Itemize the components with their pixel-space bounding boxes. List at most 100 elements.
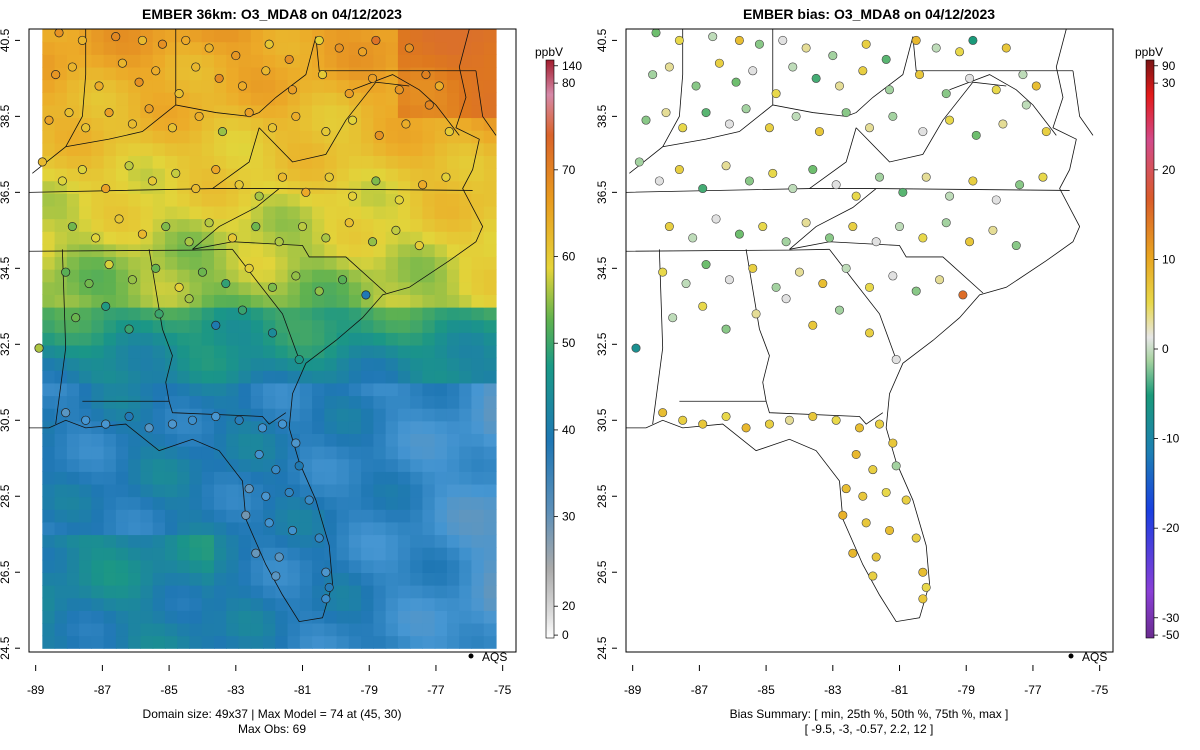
- heatmap-cell: [66, 243, 80, 258]
- colorbar-tick-label: 40: [562, 423, 576, 437]
- heatmap-cell: [213, 294, 227, 308]
- heatmap-cell: [361, 92, 374, 106]
- obs-site: [344, 89, 354, 99]
- observation-sites: [34, 29, 454, 604]
- heatmap-cell: [189, 344, 203, 359]
- heatmap-cell: [446, 256, 460, 270]
- heatmap-cell: [128, 547, 142, 561]
- bias-site: [658, 267, 668, 277]
- heatmap-cell: [434, 509, 448, 523]
- obs-site: [187, 415, 197, 425]
- heatmap-cell: [164, 92, 178, 106]
- heatmap-cell: [287, 205, 301, 220]
- heatmap-cell: [250, 496, 264, 510]
- bias-site: [701, 260, 711, 270]
- heatmap-cell: [446, 218, 460, 232]
- obs-site: [161, 221, 171, 232]
- heatmap-cell: [275, 382, 289, 397]
- colorbar-tick-label: 0: [562, 628, 569, 642]
- obs-site: [274, 552, 284, 562]
- heatmap-cell: [42, 496, 56, 510]
- heatmap-cell: [446, 610, 460, 624]
- colorbar-tick-label: -10: [1162, 432, 1180, 446]
- heatmap-cell: [397, 572, 411, 586]
- heatmap-cell: [152, 382, 166, 397]
- heatmap-cell: [336, 231, 350, 245]
- heatmap-cell: [250, 281, 264, 295]
- heatmap-cell: [213, 534, 227, 548]
- boundary-line: [55, 249, 67, 425]
- heatmap-cell: [103, 205, 117, 220]
- obs-site: [267, 328, 278, 338]
- bias-site: [724, 119, 734, 129]
- heatmap-cell: [263, 193, 276, 207]
- heatmap-cell: [66, 622, 80, 637]
- heatmap-cell: [434, 635, 448, 649]
- obs-site: [174, 282, 184, 292]
- heatmap-cell: [164, 382, 178, 397]
- heatmap-cell: [54, 446, 68, 460]
- obs-site: [154, 309, 164, 319]
- heatmap-cell: [459, 193, 473, 207]
- heatmap-cell: [54, 243, 68, 258]
- heatmap-cell: [324, 294, 338, 308]
- heatmap-cell: [152, 205, 166, 220]
- heatmap-cell: [373, 635, 387, 649]
- heatmap-cell: [336, 408, 350, 422]
- heatmap-cell: [128, 54, 142, 68]
- heatmap-cell: [91, 66, 105, 81]
- bias-site: [724, 275, 734, 285]
- heatmap-cell: [201, 231, 215, 245]
- heatmap-cell: [287, 281, 301, 295]
- heatmap-cell: [312, 243, 325, 258]
- heatmap-cell: [201, 370, 215, 384]
- heatmap-cell: [459, 256, 473, 270]
- heatmap-cell: [397, 357, 411, 371]
- heatmap-cell: [201, 382, 215, 397]
- heatmap-cell: [312, 471, 325, 485]
- heatmap-cell: [275, 496, 289, 510]
- heatmap-cell: [312, 155, 325, 169]
- obs-site: [277, 419, 288, 429]
- heatmap-cell: [103, 559, 117, 573]
- heatmap-cell: [79, 521, 92, 536]
- heatmap-cell: [385, 509, 399, 523]
- heatmap-cell: [361, 344, 374, 359]
- boundary-line: [212, 127, 260, 189]
- heatmap-cell: [410, 572, 424, 586]
- obs-site: [67, 62, 77, 72]
- heatmap-cell: [361, 370, 374, 384]
- heatmap-cell: [201, 622, 215, 637]
- heatmap-cell: [361, 559, 374, 573]
- heatmap-cell: [336, 79, 350, 93]
- heatmap-cell: [140, 54, 154, 68]
- heatmap-cell: [152, 496, 166, 510]
- heatmap-cell: [226, 521, 240, 536]
- heatmap-cell: [91, 483, 105, 498]
- obs-site: [254, 191, 264, 201]
- heatmap-cell: [213, 483, 227, 498]
- heatmap-cell: [312, 79, 325, 93]
- heatmap-cell: [66, 29, 80, 43]
- heatmap-cell: [434, 142, 448, 156]
- heatmap-cell: [128, 231, 142, 245]
- heatmap-cell: [410, 370, 424, 384]
- heatmap-cell: [250, 307, 264, 321]
- heatmap-cell: [79, 231, 92, 245]
- heatmap-cell: [263, 585, 276, 599]
- heatmap-cell: [103, 458, 117, 472]
- obs-site: [324, 172, 334, 182]
- heatmap-cell: [238, 155, 252, 169]
- heatmap-cell: [446, 521, 460, 536]
- heatmap-cell: [446, 344, 460, 359]
- heatmap-cell: [42, 344, 56, 359]
- colorbar: [545, 59, 555, 639]
- heatmap-cell: [385, 433, 399, 447]
- heatmap-cell: [410, 622, 424, 637]
- heatmap-cell: [324, 483, 338, 498]
- obs-site: [211, 320, 221, 330]
- heatmap-cell: [54, 79, 68, 93]
- heatmap-cell: [348, 155, 362, 169]
- heatmap-cell: [336, 534, 350, 548]
- bias-site: [751, 309, 761, 319]
